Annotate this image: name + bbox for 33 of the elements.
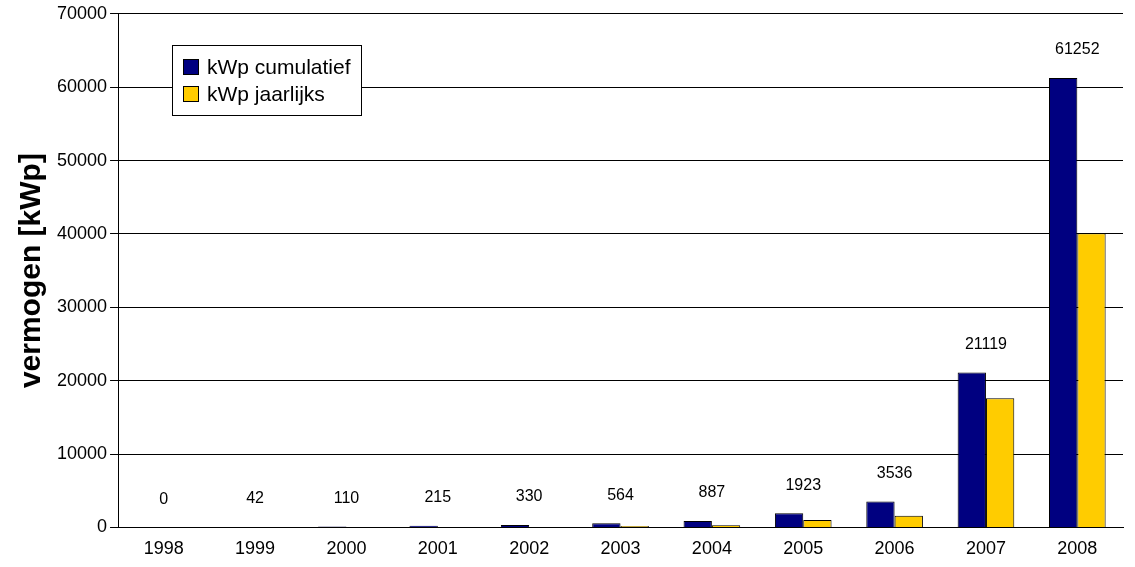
x-tick-label: 2004 bbox=[691, 538, 732, 559]
x-tick-label: 1998 bbox=[143, 538, 184, 559]
data-label: 110 bbox=[333, 489, 360, 506]
x-tick-label: 2007 bbox=[965, 538, 1006, 559]
y-tick-label: 60000 bbox=[56, 76, 108, 97]
y-tick-label: 10000 bbox=[56, 443, 108, 463]
x-tick-label: 2002 bbox=[509, 538, 550, 559]
data-label: 564 bbox=[607, 485, 634, 503]
data-label: 61252 bbox=[1055, 40, 1100, 58]
data-label: 0 bbox=[159, 489, 169, 507]
x-tick-label: 2006 bbox=[874, 538, 915, 559]
data-label: 330 bbox=[515, 487, 543, 505]
y-tick-label: 20000 bbox=[56, 369, 108, 390]
legend-label: kWp cumulatief bbox=[207, 55, 351, 79]
data-label: 3536 bbox=[876, 463, 913, 481]
y-tick-label: 70000 bbox=[56, 2, 108, 23]
x-tick-label: 2001 bbox=[417, 538, 458, 559]
data-label: 887 bbox=[698, 483, 726, 501]
y-tick-label: 0 bbox=[97, 516, 108, 537]
x-tick-label: 2008 bbox=[1057, 538, 1098, 559]
legend-label: kWp jaarlijks bbox=[207, 82, 325, 106]
x-tick-label: 2005 bbox=[783, 538, 824, 559]
x-tick-label: 1999 bbox=[235, 538, 276, 559]
data-label: 21119 bbox=[964, 334, 1008, 352]
x-tick-label: 2000 bbox=[326, 538, 367, 559]
y-axis-title: vermogen [kWp] bbox=[13, 153, 47, 389]
y-tick-label: 30000 bbox=[56, 296, 108, 317]
x-tick-label: 2003 bbox=[600, 538, 641, 559]
data-label: 1923 bbox=[785, 475, 822, 493]
data-label: 215 bbox=[424, 488, 452, 506]
y-tick-label: 40000 bbox=[56, 222, 108, 243]
y-tick-label: 50000 bbox=[56, 149, 108, 170]
data-label: 42 bbox=[246, 489, 265, 507]
